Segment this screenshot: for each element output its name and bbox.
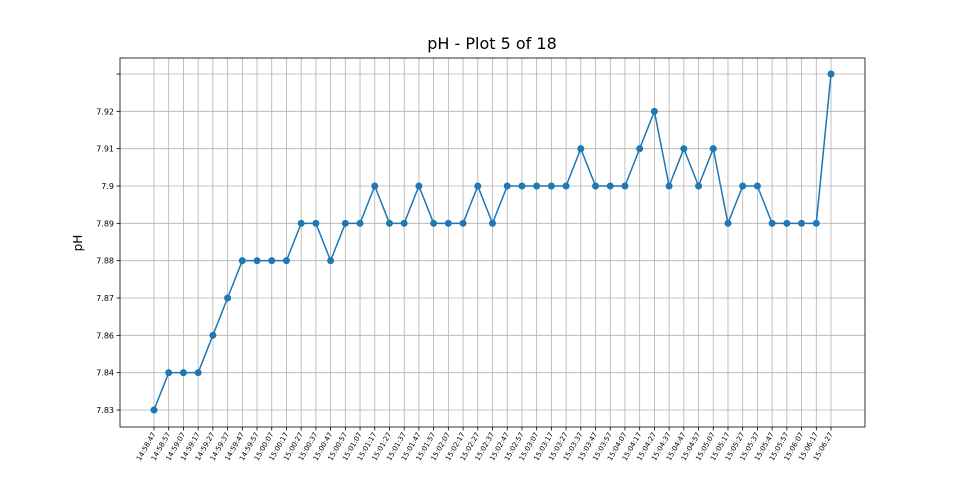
point [518, 182, 526, 190]
point [430, 219, 438, 227]
point [798, 219, 806, 227]
y-tick-label: 7.83 [96, 406, 114, 415]
point [503, 182, 511, 190]
point [665, 182, 673, 190]
point [695, 182, 703, 190]
chart-title: pH - Plot 5 of 18 [427, 34, 557, 53]
point [650, 107, 658, 115]
y-tick-label: 7.84 [96, 369, 114, 378]
point [621, 182, 629, 190]
point [194, 369, 202, 377]
point [385, 219, 393, 227]
point [783, 219, 791, 227]
point [812, 219, 820, 227]
point [312, 219, 320, 227]
y-tick-label: 7.91 [96, 145, 114, 154]
y-tick-label: 7.92 [96, 107, 114, 116]
point [489, 219, 496, 227]
y-tick-label: 7.88 [96, 257, 114, 266]
point [606, 182, 614, 190]
point [268, 257, 276, 265]
point [459, 219, 467, 227]
point [768, 219, 776, 227]
point [224, 294, 232, 302]
point [238, 257, 246, 265]
y-tick-label: 7.89 [96, 219, 114, 228]
point [415, 182, 423, 190]
point [724, 219, 732, 227]
point [474, 182, 482, 190]
y-tick-label: 7.87 [96, 294, 114, 303]
point [327, 257, 335, 265]
point [636, 145, 644, 153]
point [562, 182, 570, 190]
point [680, 145, 688, 153]
point [592, 182, 600, 190]
point [577, 145, 585, 153]
point [341, 219, 349, 227]
point [739, 182, 747, 190]
point [165, 369, 173, 377]
point [547, 182, 555, 190]
point [827, 70, 835, 78]
point [400, 219, 408, 227]
y-axis-label: pH [71, 235, 85, 252]
point [356, 219, 364, 227]
y-tick-label: 7.9 [101, 182, 114, 191]
point [709, 145, 717, 153]
y-tick-label: 7.86 [96, 331, 114, 340]
point [282, 257, 290, 265]
point [371, 182, 379, 190]
plot-frame [119, 57, 866, 428]
point [150, 406, 158, 414]
point [179, 369, 187, 377]
point [297, 219, 305, 227]
point [753, 182, 761, 190]
point [209, 331, 217, 339]
point [444, 219, 452, 227]
point [533, 182, 541, 190]
point [253, 257, 261, 265]
